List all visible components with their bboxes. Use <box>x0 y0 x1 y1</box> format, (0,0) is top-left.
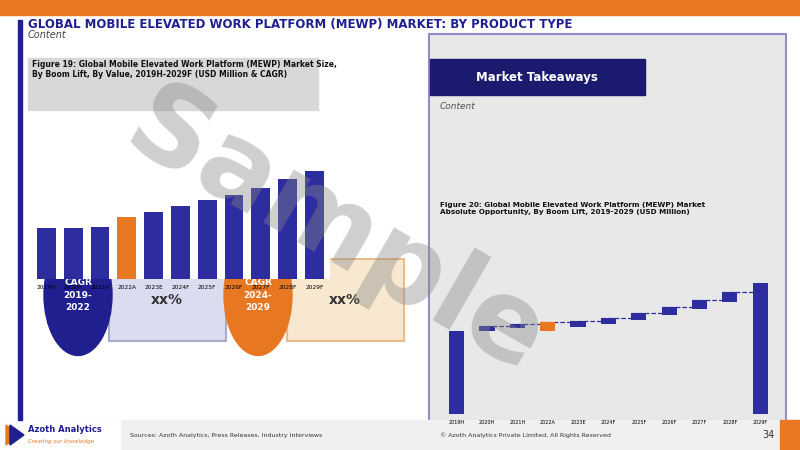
Bar <box>225 194 243 279</box>
Bar <box>631 313 646 320</box>
Bar <box>251 188 270 279</box>
Text: Content: Content <box>440 102 476 111</box>
Bar <box>570 321 586 327</box>
Bar <box>479 326 494 331</box>
Text: xx%: xx% <box>329 293 361 307</box>
Bar <box>64 228 82 279</box>
Bar <box>510 324 525 328</box>
Text: Sources: Azoth Analytics, Press Releases, Industry Interviews: Sources: Azoth Analytics, Press Releases… <box>130 432 322 437</box>
Polygon shape <box>10 425 24 445</box>
Bar <box>0 0 800 15</box>
Ellipse shape <box>44 234 112 356</box>
Text: Sample: Sample <box>108 72 564 396</box>
Text: CAGR
2024-
2029: CAGR 2024- 2029 <box>244 278 272 312</box>
Bar <box>0 420 800 450</box>
Text: Creating our knowledge: Creating our knowledge <box>28 440 94 445</box>
Text: 34: 34 <box>762 430 775 440</box>
Bar <box>144 212 163 279</box>
Text: Market Takeaways: Market Takeaways <box>476 71 598 84</box>
Bar <box>118 216 136 279</box>
Bar <box>305 171 324 279</box>
Bar <box>171 207 190 279</box>
Bar <box>722 292 738 302</box>
Bar <box>753 283 768 414</box>
Text: © Azoth Analytics Private Limited, All Rights Reserved: © Azoth Analytics Private Limited, All R… <box>440 432 611 438</box>
Bar <box>28 58 318 110</box>
Polygon shape <box>6 425 20 445</box>
Text: Figure 20: Global Mobile Elevated Work Platform (MEWP) Market
Absolute Opportuni: Figure 20: Global Mobile Elevated Work P… <box>440 202 705 215</box>
FancyBboxPatch shape <box>429 34 786 421</box>
Bar <box>601 318 616 324</box>
Text: Content: Content <box>28 30 66 40</box>
Bar <box>692 300 707 309</box>
Text: xx%: xx% <box>151 293 183 307</box>
Bar <box>449 331 464 414</box>
Bar <box>18 20 22 420</box>
Text: Azoth Analytics: Azoth Analytics <box>28 426 102 435</box>
Text: CAGR
2019-
2022: CAGR 2019- 2022 <box>64 278 92 312</box>
Bar <box>90 227 110 279</box>
Text: GLOBAL MOBILE ELEVATED WORK PLATFORM (MEWP) MARKET: BY PRODUCT TYPE: GLOBAL MOBILE ELEVATED WORK PLATFORM (ME… <box>28 18 572 31</box>
Bar <box>430 59 645 95</box>
FancyBboxPatch shape <box>99 181 316 231</box>
FancyBboxPatch shape <box>109 259 226 341</box>
Bar <box>662 307 677 315</box>
Text: www.gii.co.jp: www.gii.co.jp <box>686 402 770 412</box>
Bar <box>37 229 56 279</box>
Bar <box>0 420 120 450</box>
Bar <box>540 322 555 331</box>
Bar <box>780 420 800 450</box>
Text: Figure 19: Global Mobile Elevated Work Platform (MEWP) Market Size,
By Boom Lift: Figure 19: Global Mobile Elevated Work P… <box>32 60 337 79</box>
FancyBboxPatch shape <box>287 259 404 341</box>
Bar <box>278 180 297 279</box>
Bar <box>198 200 217 279</box>
Ellipse shape <box>224 234 292 356</box>
Text: CAGRs, HISTORIC VS
FORECAST: CAGRs, HISTORIC VS FORECAST <box>154 195 259 217</box>
